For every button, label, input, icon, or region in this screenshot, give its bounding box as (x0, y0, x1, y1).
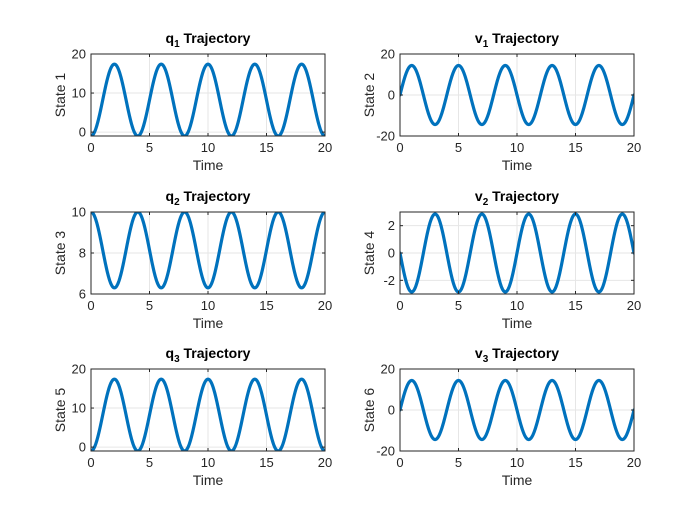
chart-title: v2 Trajectory (475, 188, 559, 208)
y-axis-label: State 4 (361, 231, 377, 276)
x-tick-label: 5 (455, 455, 462, 470)
x-tick-label: 15 (568, 455, 582, 470)
x-tick-label: 5 (455, 298, 462, 313)
x-tick-label: 20 (318, 140, 332, 155)
x-tick-label: 15 (259, 455, 273, 470)
x-tick-label: 5 (455, 140, 462, 155)
chart-title: v3 Trajectory (475, 345, 559, 365)
x-tick-label: 0 (396, 298, 403, 313)
x-axis-label: Time (193, 315, 224, 331)
title-symbol: v (475, 188, 483, 204)
y-axis-label: State 2 (361, 73, 377, 118)
y-tick-label: -20 (376, 444, 395, 459)
y-tick-label: 20 (72, 47, 86, 62)
subplot-1: 0 5 10 15 20 0 10 20 Time State 1 q1 Trajectory (52, 30, 332, 173)
x-tick-label: 10 (201, 140, 215, 155)
y-tick-label: 10 (72, 86, 86, 101)
subplot-3: 0 5 10 15 20 6 8 10 Time State 3 q2 Trajectory (52, 188, 332, 331)
y-tick-label: 10 (72, 205, 86, 220)
x-tick-label: 0 (396, 455, 403, 470)
x-tick-label: 10 (510, 298, 524, 313)
x-tick-label: 20 (627, 298, 641, 313)
x-tick-label: 20 (627, 140, 641, 155)
series-line-1 (91, 212, 325, 290)
y-axis-label: State 1 (52, 73, 68, 118)
x-tick-label: 0 (396, 140, 403, 155)
x-tick-label: 10 (510, 455, 524, 470)
title-suffix: Trajectory (180, 30, 251, 46)
x-tick-label: 0 (87, 298, 94, 313)
y-tick-label: 0 (388, 88, 395, 103)
x-tick-label: 15 (259, 298, 273, 313)
x-axis-label: Time (193, 472, 224, 488)
x-axis-label: Time (193, 157, 224, 173)
y-axis-label: State 6 (361, 388, 377, 433)
x-axis-label: Time (502, 315, 533, 331)
y-tick-label: 20 (381, 362, 395, 377)
chart-title: q3 Trajectory (166, 345, 251, 365)
title-symbol: q (166, 30, 175, 46)
title-subscript: 1 (174, 39, 180, 50)
y-tick-label: 0 (388, 246, 395, 261)
y-tick-label: 10 (72, 401, 86, 416)
title-subscript: 2 (174, 197, 180, 208)
x-tick-label: 5 (146, 298, 153, 313)
y-tick-label: -2 (383, 273, 395, 288)
x-tick-label: 5 (146, 140, 153, 155)
x-tick-label: 15 (259, 140, 273, 155)
y-tick-label: 8 (79, 246, 86, 261)
x-tick-label: 10 (201, 455, 215, 470)
y-tick-label: 0 (79, 125, 86, 140)
title-subscript: 3 (174, 354, 180, 365)
title-subscript: 3 (483, 354, 489, 365)
title-symbol: v (475, 30, 483, 46)
x-tick-label: 20 (318, 455, 332, 470)
title-symbol: q (166, 188, 175, 204)
subplot-5: 0 5 10 15 20 0 10 20 Time State 5 q3 Trajectory (52, 345, 332, 488)
x-tick-label: 15 (568, 298, 582, 313)
y-axis-label: State 3 (52, 231, 68, 276)
chart-title: q1 Trajectory (166, 30, 251, 50)
y-tick-label: -20 (376, 129, 395, 144)
y-tick-label: 2 (388, 218, 395, 233)
x-tick-label: 0 (87, 455, 94, 470)
series-line-1 (91, 62, 325, 136)
title-suffix: Trajectory (488, 345, 559, 361)
x-tick-label: 20 (318, 298, 332, 313)
chart-title: q2 Trajectory (166, 188, 251, 208)
y-tick-label: 20 (72, 362, 86, 377)
x-axis-label: Time (502, 157, 533, 173)
chart-title: v1 Trajectory (475, 30, 559, 50)
series-line-1 (400, 212, 634, 294)
series-line-1 (91, 377, 325, 451)
title-suffix: Trajectory (180, 345, 251, 361)
y-axis-label: State 5 (52, 388, 68, 433)
y-tick-label: 20 (381, 47, 395, 62)
x-axis-label: Time (502, 472, 533, 488)
title-symbol: q (166, 345, 175, 361)
title-suffix: Trajectory (488, 30, 559, 46)
x-tick-label: 0 (87, 140, 94, 155)
x-tick-label: 10 (510, 140, 524, 155)
series-line-1 (400, 63, 634, 127)
title-suffix: Trajectory (488, 188, 559, 204)
title-subscript: 1 (483, 39, 489, 50)
x-tick-label: 5 (146, 455, 153, 470)
x-tick-label: 15 (568, 140, 582, 155)
y-tick-label: 6 (79, 287, 86, 302)
title-symbol: v (475, 345, 483, 361)
x-tick-label: 10 (201, 298, 215, 313)
y-tick-label: 0 (79, 440, 86, 455)
title-suffix: Trajectory (180, 188, 251, 204)
y-tick-label: 0 (388, 403, 395, 418)
title-subscript: 2 (483, 197, 489, 208)
series-line-1 (400, 378, 634, 442)
x-tick-label: 20 (627, 455, 641, 470)
